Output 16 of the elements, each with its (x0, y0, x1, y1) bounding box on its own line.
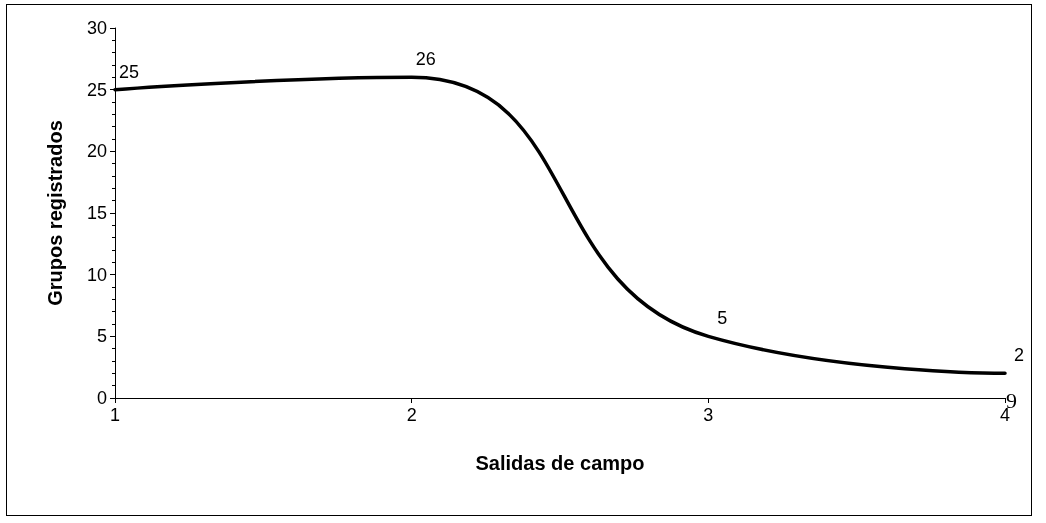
y-axis-title: Grupos registrados (44, 120, 66, 306)
data-label: 25 (118, 61, 140, 82)
data-label: 5 (717, 308, 728, 329)
y-tick-label: 30 (86, 18, 107, 38)
y-tick-label: 20 (86, 141, 107, 162)
x-tick-label: 1 (109, 405, 121, 425)
y-tick-label: 15 (86, 203, 107, 223)
y-tick-label: 5 (96, 326, 107, 347)
x-axis-title: Salidas de campo (475, 452, 645, 474)
data-label: 26 (415, 49, 436, 70)
data-label: 2 (1013, 345, 1025, 366)
y-tick-label: 25 (86, 79, 107, 100)
y-tick-label: 10 (86, 264, 107, 285)
y-tick-label: 0 (96, 388, 107, 408)
x-tick-label: 2 (406, 405, 417, 425)
x-tick-label: 3 (703, 405, 714, 425)
